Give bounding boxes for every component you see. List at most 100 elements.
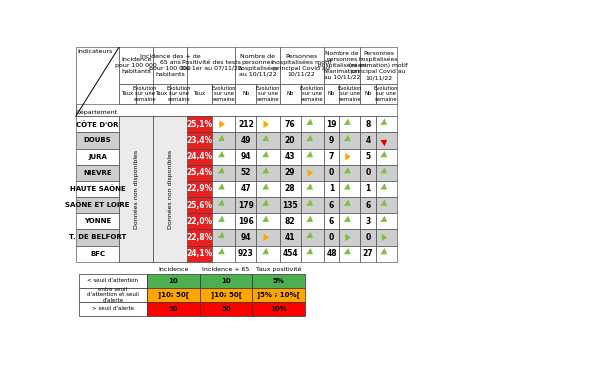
Bar (76, 213, 119, 230)
Text: Incidence + 65: Incidence + 65 (202, 267, 250, 272)
Bar (235, 165, 256, 181)
Bar (212, 84, 235, 104)
Text: 19: 19 (326, 120, 337, 129)
Text: 6: 6 (329, 217, 334, 226)
Text: 43: 43 (285, 152, 295, 161)
Text: 48: 48 (326, 249, 337, 258)
Bar (256, 84, 280, 104)
Bar (339, 246, 360, 262)
Text: 22,8%: 22,8% (187, 233, 213, 242)
Text: 10: 10 (221, 278, 231, 284)
Text: Evolution
sur une
semaine: Evolution sur une semaine (337, 86, 362, 102)
Bar (212, 197, 235, 213)
Bar (136, 181, 153, 197)
Text: 5%: 5% (273, 278, 285, 284)
Text: Incidence
pour 100 000
habitants: Incidence pour 100 000 habitants (115, 57, 157, 74)
Bar (170, 181, 187, 197)
Text: BFC: BFC (90, 251, 105, 256)
Text: Nb: Nb (328, 91, 335, 97)
Bar (153, 133, 170, 149)
Text: 94: 94 (241, 233, 251, 242)
Text: Taux positivité: Taux positivité (256, 267, 302, 272)
Bar (119, 149, 136, 165)
Bar (256, 133, 280, 149)
Bar (235, 181, 256, 197)
Bar (324, 246, 339, 262)
Bar (136, 246, 153, 262)
Text: 25,1%: 25,1% (187, 120, 213, 129)
Bar (256, 165, 280, 181)
Bar (187, 197, 212, 213)
Bar (301, 133, 324, 149)
Text: Nb: Nb (364, 91, 371, 97)
Text: 0: 0 (365, 168, 371, 177)
Text: SAÔNE ET LOIRE: SAÔNE ET LOIRE (65, 202, 130, 208)
Bar (153, 47, 187, 84)
Text: Evolution
sur une
semaine: Evolution sur une semaine (300, 86, 325, 102)
Bar (147, 288, 200, 302)
Bar (147, 302, 200, 316)
Text: 76: 76 (285, 120, 295, 129)
Bar (153, 116, 170, 133)
Text: 24,4%: 24,4% (187, 152, 213, 161)
Text: 1: 1 (365, 185, 371, 194)
Bar (235, 84, 256, 104)
Bar (153, 116, 187, 262)
Bar (280, 84, 301, 104)
Bar (301, 213, 324, 230)
Bar (301, 165, 324, 181)
Bar (324, 84, 339, 104)
Text: Evolution
sur une
semaine: Evolution sur une semaine (212, 86, 236, 102)
Text: Indicateurs: Indicateurs (77, 49, 113, 54)
Bar (360, 165, 376, 181)
Text: Nombre de
personnes
hospitalisées en
réanimation
au 10/11/22: Nombre de personnes hospitalisées en réa… (317, 51, 367, 80)
Text: 4: 4 (365, 136, 371, 145)
Bar (360, 197, 376, 213)
Text: Nb: Nb (242, 91, 250, 97)
Text: JURA: JURA (88, 154, 107, 160)
Bar (79, 302, 147, 316)
Text: 52: 52 (241, 168, 251, 177)
Bar (119, 197, 136, 213)
Text: 8: 8 (365, 120, 371, 129)
Text: 49: 49 (241, 136, 251, 145)
Bar (301, 197, 324, 213)
Bar (256, 149, 280, 165)
Bar (324, 149, 339, 165)
Text: 135: 135 (282, 201, 298, 210)
Bar (187, 133, 212, 149)
Bar (153, 246, 170, 262)
Bar (360, 116, 376, 133)
Bar (324, 197, 339, 213)
Text: 41: 41 (285, 233, 295, 242)
Text: 94: 94 (241, 152, 251, 161)
Bar (256, 246, 280, 262)
Bar (339, 213, 360, 230)
Bar (153, 84, 170, 104)
Text: Nb: Nb (286, 91, 293, 97)
Bar (360, 181, 376, 197)
Text: 6: 6 (365, 201, 371, 210)
Text: Personnes
hospitalisées
(réanimation) motif
principal Covid au
10/11/22: Personnes hospitalisées (réanimation) mo… (349, 51, 408, 80)
Bar (235, 116, 256, 133)
Bar (212, 230, 235, 246)
Bar (360, 133, 376, 149)
Bar (235, 133, 256, 149)
Bar (153, 149, 170, 165)
Text: Incidence des + de
65 ans
pour 100 000
habitants: Incidence des + de 65 ans pour 100 000 h… (140, 54, 200, 77)
Text: 196: 196 (238, 217, 254, 226)
Text: 5: 5 (365, 152, 371, 161)
Bar (256, 197, 280, 213)
Bar (76, 165, 119, 181)
Bar (187, 230, 212, 246)
Text: ]10; 50[: ]10; 50[ (158, 291, 189, 298)
Text: Données non disponibles: Données non disponibles (167, 149, 173, 229)
Text: entre seuil
d'attention et seuil
d'alerte: entre seuil d'attention et seuil d'alert… (87, 287, 139, 303)
Bar (360, 213, 376, 230)
Text: Evolution
sur une
semaine: Evolution sur une semaine (256, 86, 280, 102)
Text: Nombre de
personnes
hospitalisées
au 10/11/22: Nombre de personnes hospitalisées au 10/… (237, 54, 278, 77)
Bar (235, 213, 256, 230)
Text: 47: 47 (241, 185, 251, 194)
Bar (339, 84, 360, 104)
Bar (76, 181, 119, 197)
